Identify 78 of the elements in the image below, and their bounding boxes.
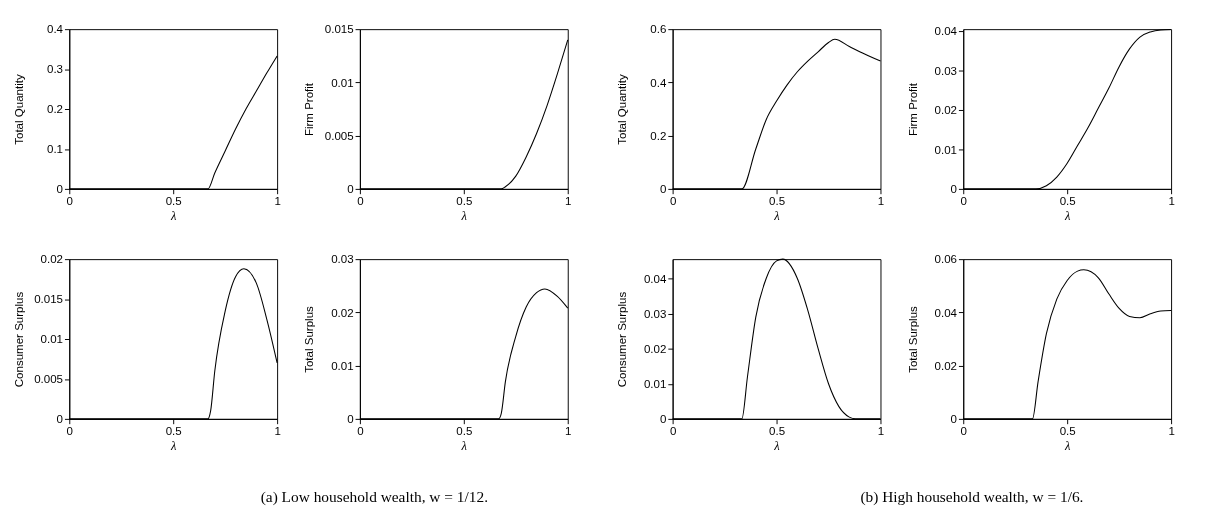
y-tick-label: 0.1 — [47, 143, 64, 156]
y-tick-label: 0 — [950, 413, 957, 426]
x-tick-label: 0 — [669, 424, 677, 437]
x-tick-label: 0 — [960, 424, 967, 437]
y-tick-label: 0 — [347, 183, 354, 196]
x-tick-label: 1 — [877, 424, 885, 437]
x-axis-title: λ — [773, 209, 781, 224]
y-axis-title: Total Quantity — [615, 74, 628, 145]
y-tick-label: 0.4 — [650, 76, 667, 89]
y-axis-title: Consumer Surplus — [12, 291, 25, 388]
y-tick-label: 0.2 — [650, 129, 667, 142]
y-tick-label: 0.2 — [47, 103, 64, 116]
x-tick-label: 0.5 — [456, 424, 473, 437]
x-axis-title: λ — [1063, 439, 1071, 454]
x-tick-label: 0.5 — [769, 194, 786, 207]
x-tick-label: 1 — [274, 194, 281, 207]
x-tick-label: 0 — [960, 194, 967, 207]
x-tick-label: 1 — [565, 194, 572, 207]
y-axis-title: Total Quantity — [12, 74, 25, 145]
x-axis-title: λ — [773, 439, 781, 454]
x-tick-label: 0.5 — [165, 424, 182, 437]
x-tick-label: 1 — [1168, 194, 1175, 207]
y-tick-label: 0.02 — [40, 253, 64, 266]
y-tick-label: 0.06 — [934, 253, 957, 266]
y-tick-label: 0 — [659, 183, 667, 196]
x-tick-label: 1 — [1168, 424, 1175, 437]
y-tick-label: 0.005 — [34, 373, 64, 386]
x-axis-title: λ — [169, 209, 177, 224]
y-tick-label: 0.015 — [324, 23, 354, 36]
y-tick-label: 0.01 — [643, 378, 667, 391]
y-tick-label: 0.03 — [643, 307, 667, 320]
x-tick-label: 0.5 — [769, 424, 786, 437]
x-axis-title: λ — [169, 439, 177, 454]
y-tick-label: 0.03 — [934, 64, 957, 77]
y-tick-label: 0 — [56, 413, 64, 426]
y-tick-label: 0.04 — [934, 306, 958, 319]
text: (b) High household wealth, w = 1/6. — [860, 487, 1084, 506]
y-tick-label: 0.4 — [47, 23, 64, 36]
y-axis-title: Firm Profit — [303, 82, 316, 137]
y-tick-label: 0 — [659, 413, 667, 426]
y-tick-label: 0.04 — [934, 25, 958, 38]
y-tick-label: 0.02 — [643, 343, 667, 356]
x-tick-label: 1 — [274, 424, 281, 437]
y-tick-label: 0.6 — [650, 23, 667, 36]
y-tick-label: 0.01 — [40, 333, 64, 346]
y-axis-title: Total Surplus — [906, 305, 919, 373]
y-tick-label: 0 — [347, 413, 354, 426]
x-tick-label: 0 — [357, 194, 364, 207]
x-tick-label: 0.5 — [1059, 194, 1076, 207]
x-tick-label: 0.5 — [165, 194, 182, 207]
x-tick-label: 0 — [66, 194, 73, 207]
y-tick-label: 0.015 — [34, 293, 64, 306]
y-tick-label: 0.01 — [934, 143, 957, 156]
x-axis-title: λ — [460, 439, 468, 454]
x-axis-title: λ — [460, 209, 468, 224]
y-tick-label: 0 — [56, 183, 64, 196]
y-axis-title: Firm Profit — [906, 82, 919, 137]
text: (a) Low household wealth, w = 1/12. — [260, 487, 488, 506]
y-tick-label: 0.02 — [331, 306, 354, 319]
y-axis-title: Total Surplus — [303, 305, 316, 373]
y-tick-label: 0.02 — [934, 104, 957, 117]
x-tick-label: 1 — [565, 424, 572, 437]
x-tick-label: 1 — [877, 194, 885, 207]
y-tick-label: 0.02 — [934, 359, 957, 372]
y-tick-label: 0 — [950, 183, 957, 196]
y-tick-label: 0.04 — [643, 272, 667, 285]
x-tick-label: 0 — [66, 424, 73, 437]
y-tick-label: 0.03 — [331, 253, 354, 266]
x-tick-label: 0 — [669, 194, 677, 207]
x-tick-label: 0.5 — [456, 194, 473, 207]
x-tick-label: 0.5 — [1059, 424, 1076, 437]
y-axis-title: Consumer Surplus — [615, 291, 628, 388]
y-tick-label: 0.005 — [324, 129, 354, 142]
y-tick-label: 0.01 — [331, 76, 354, 89]
x-axis-title: λ — [1063, 209, 1071, 224]
x-tick-label: 0 — [357, 424, 364, 437]
y-tick-label: 0.3 — [47, 63, 64, 76]
y-tick-label: 0.01 — [331, 359, 354, 372]
